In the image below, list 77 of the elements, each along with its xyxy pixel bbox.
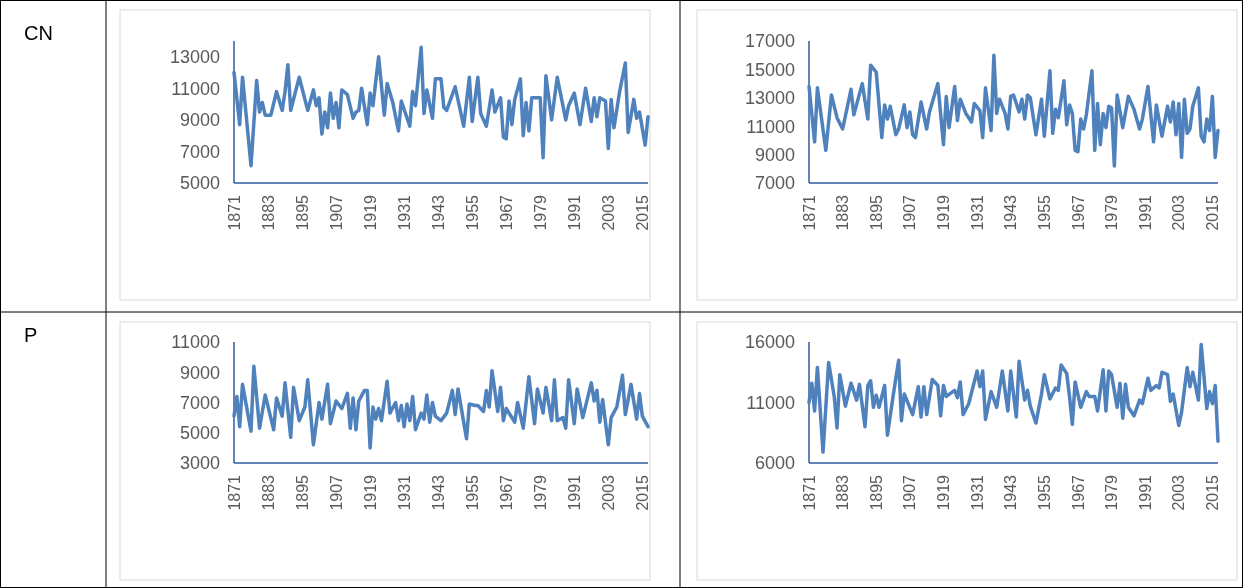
x-tick-label: 2015: [1204, 474, 1221, 511]
x-tick-label: 1871: [225, 194, 243, 231]
y-tick-label: 5000: [179, 173, 220, 194]
x-tick-label: 1931: [395, 194, 413, 231]
line-series: [232, 364, 650, 450]
x-tick-label: 1919: [361, 474, 379, 511]
x-tick-label: 1955: [1035, 194, 1053, 231]
x-tick-label: 1991: [565, 194, 583, 231]
y-tick-label: 9000: [754, 144, 795, 165]
x-tick-label: 2003: [1170, 194, 1188, 231]
x-tick-label: 1967: [497, 474, 515, 511]
x-tick-label: 1907: [901, 194, 919, 231]
y-tick-label: 13000: [169, 47, 220, 68]
x-tick-label: 1967: [1069, 474, 1087, 511]
x-tick-label: 1883: [834, 474, 852, 511]
x-tick-label: 1943: [1002, 474, 1020, 511]
x-tick-label: 1979: [1103, 474, 1121, 511]
line-series: [807, 342, 1220, 454]
x-tick-label: 1931: [968, 474, 986, 511]
x-tick-label: 1979: [531, 194, 549, 231]
y-tick-label: 11000: [746, 392, 795, 413]
x-tick-label: 1871: [225, 474, 243, 511]
y-tick-label: 7000: [754, 173, 795, 194]
x-tick-label: 1907: [901, 474, 919, 511]
y-tick-label: 7000: [179, 392, 220, 413]
y-tick-label: 17000: [744, 31, 795, 52]
x-tick-label: 1895: [867, 474, 885, 511]
line-series: [232, 45, 650, 168]
y-tick-label: 16000: [744, 332, 795, 353]
x-tick-label: 1991: [1136, 194, 1154, 231]
x-tick-label: 1979: [531, 474, 549, 511]
y-tick-label: 3000: [179, 453, 220, 474]
line-series: [807, 53, 1220, 168]
x-tick-label: 1907: [327, 194, 345, 231]
x-tick-label: 1919: [935, 194, 953, 231]
y-tick-label: 11000: [171, 78, 220, 99]
x-tick-label: 1907: [327, 474, 345, 511]
x-tick-label: 2003: [599, 194, 617, 231]
y-tick-label: 13000: [744, 88, 795, 109]
x-tick-label: 1967: [1069, 194, 1087, 231]
x-tick-label: 2015: [1204, 194, 1221, 231]
x-tick-label: 1871: [800, 474, 818, 511]
y-tick-label: 6000: [754, 453, 795, 474]
y-tick-label: 11000: [171, 332, 220, 353]
x-tick-label: 1919: [361, 194, 379, 231]
x-tick-label: 1979: [1103, 194, 1121, 231]
x-tick-label: 2003: [599, 474, 617, 511]
x-tick-label: 1955: [463, 474, 481, 511]
text: CN: [24, 22, 53, 44]
x-tick-label: 1943: [429, 474, 447, 511]
y-tick-label: 9000: [179, 362, 220, 383]
y-tick-label: 9000: [179, 110, 220, 131]
x-tick-label: 1871: [800, 194, 818, 231]
y-tick-label: 5000: [179, 423, 220, 444]
x-tick-label: 2003: [1170, 474, 1188, 511]
x-tick-label: 1931: [968, 194, 986, 231]
x-tick-label: 1991: [1136, 474, 1154, 511]
x-tick-label: 1955: [1035, 474, 1053, 511]
x-tick-label: 1895: [293, 474, 311, 511]
text: P: [24, 324, 38, 346]
x-tick-label: 2015: [633, 194, 651, 231]
x-tick-label: 1931: [395, 474, 413, 511]
x-tick-label: 1991: [565, 474, 583, 511]
y-tick-label: 15000: [744, 59, 795, 80]
x-tick-label: 1943: [1002, 194, 1020, 231]
y-tick-label: 7000: [179, 141, 220, 162]
x-tick-label: 1883: [834, 194, 852, 231]
x-tick-label: 2015: [633, 474, 651, 511]
x-tick-label: 1955: [463, 194, 481, 231]
x-tick-label: 1895: [867, 194, 885, 231]
y-tick-label: 11000: [746, 116, 795, 137]
x-tick-label: 1883: [259, 194, 277, 231]
x-tick-label: 1919: [935, 474, 953, 511]
x-tick-label: 1895: [293, 194, 311, 231]
x-tick-label: 1883: [259, 474, 277, 511]
x-tick-label: 1943: [429, 194, 447, 231]
x-tick-label: 1967: [497, 194, 515, 231]
